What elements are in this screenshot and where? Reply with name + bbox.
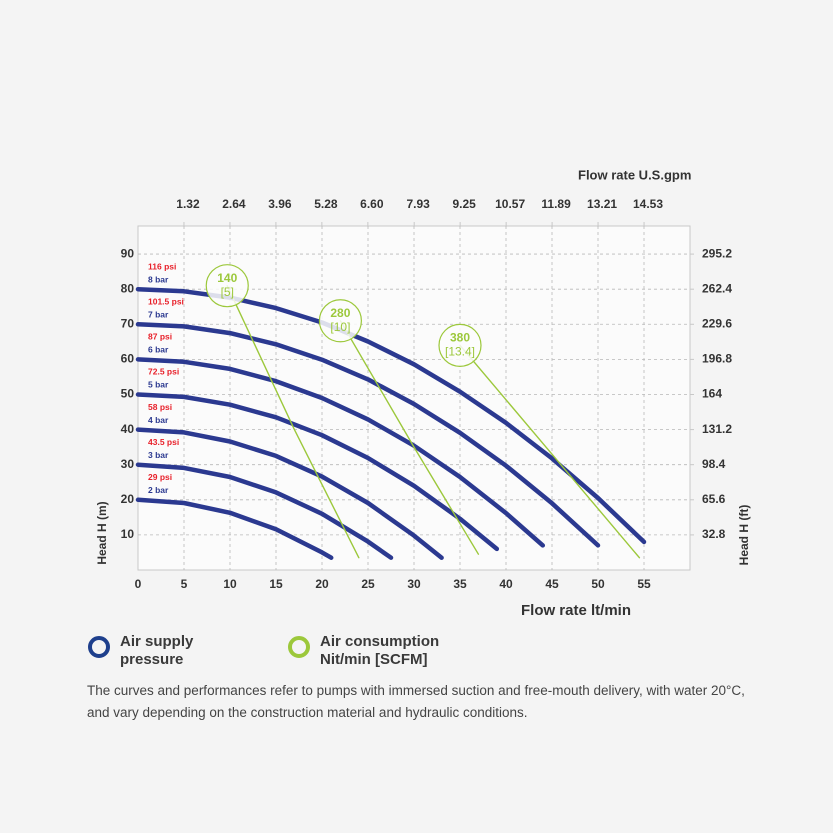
y-axis-title: Head H (m) xyxy=(95,501,109,564)
bar-label: 3 bar xyxy=(148,450,169,460)
y-tick-label: 10 xyxy=(121,527,135,541)
y-tick-label: 80 xyxy=(121,281,135,295)
consumption-badge xyxy=(438,323,482,367)
psi-label: 101.5 psi xyxy=(148,297,184,307)
x-tick-label: 15 xyxy=(269,577,283,591)
y-tick-label: 40 xyxy=(121,422,135,436)
x2-tick-label: 5.28 xyxy=(314,197,338,211)
y-tick-label: 70 xyxy=(121,316,135,330)
legend-item: Air consumption Nit/min [SCFM] xyxy=(288,633,460,669)
x-tick-label: 50 xyxy=(591,577,605,591)
y-tick-label: 50 xyxy=(121,387,135,401)
y2-tick-label: 131.2 xyxy=(702,422,732,436)
x2-tick-label: 13.21 xyxy=(587,197,617,211)
x-tick-label: 45 xyxy=(545,577,559,591)
y-tick-label: 60 xyxy=(121,352,135,366)
legend-swatch xyxy=(288,636,310,658)
x-axis-title: Flow rate lt/min xyxy=(521,602,631,619)
pressure-curve xyxy=(135,497,334,560)
consumption-line xyxy=(459,344,641,559)
y2-tick-label: 164 xyxy=(702,387,722,401)
x2-tick-label: 3.96 xyxy=(268,197,292,211)
x-tick-label: 35 xyxy=(453,577,467,591)
y-tick-label: 90 xyxy=(121,246,135,260)
pressure-curve xyxy=(135,427,444,560)
bar-label: 4 bar xyxy=(148,415,169,425)
y-tick-label: 20 xyxy=(121,492,135,506)
psi-label: 72.5 psi xyxy=(148,367,179,377)
x-tick-label: 0 xyxy=(135,577,142,591)
consumption-label: 140 xyxy=(217,271,237,285)
legend-label: Air consumption Nit/min [SCFM] xyxy=(320,633,440,668)
consumption-label: 280 xyxy=(330,306,350,320)
psi-label: 116 psi xyxy=(148,261,176,271)
x-tick-label: 25 xyxy=(361,577,375,591)
x-tick-label: 30 xyxy=(407,577,421,591)
consumption-sublabel: [13.4] xyxy=(445,345,475,359)
bar-label: 5 bar xyxy=(148,380,169,390)
y2-tick-label: 65.6 xyxy=(702,492,726,506)
bar-label: 2 bar xyxy=(148,485,169,495)
legend-swatch xyxy=(88,636,110,658)
x-tick-label: 40 xyxy=(499,577,513,591)
y2-axis-title: Head H (ft) xyxy=(737,505,751,566)
consumption-sublabel: [10] xyxy=(330,320,350,334)
pressure-curve xyxy=(135,322,601,548)
psi-label: 87 psi xyxy=(148,332,172,342)
x2-tick-label: 7.93 xyxy=(406,197,430,211)
y2-tick-label: 98.4 xyxy=(702,457,726,471)
y2-tick-label: 32.8 xyxy=(702,527,726,541)
consumption-badge xyxy=(318,299,362,343)
y2-tick-label: 295.2 xyxy=(702,246,732,260)
consumption-badge xyxy=(205,264,249,308)
legend-item: Air supply pressure xyxy=(88,633,212,669)
x-tick-label: 55 xyxy=(637,577,651,591)
x-tick-label: 20 xyxy=(315,577,329,591)
psi-label: 58 psi xyxy=(148,402,172,412)
x-tick-label: 10 xyxy=(223,577,237,591)
x-tick-label: 5 xyxy=(181,577,188,591)
y2-tick-label: 229.6 xyxy=(702,316,732,330)
pressure-curve xyxy=(135,392,500,552)
chart: Flow rate U.S.gpm Flow rate lt/min Head … xyxy=(95,167,751,619)
legend-label: Air supply pressure xyxy=(120,633,194,668)
pressure-curve xyxy=(135,462,394,560)
bar-label: 6 bar xyxy=(148,345,169,355)
x2-tick-label: 6.60 xyxy=(360,197,384,211)
x2-tick-label: 11.89 xyxy=(541,197,571,211)
psi-label: 29 psi xyxy=(148,472,172,482)
consumption-sublabel: [5] xyxy=(221,285,234,299)
y2-tick-label: 262.4 xyxy=(702,281,732,295)
y-tick-label: 30 xyxy=(121,457,135,471)
bar-label: 7 bar xyxy=(148,310,169,320)
consumption-label: 380 xyxy=(450,331,470,345)
consumption-line xyxy=(226,285,360,559)
x2-tick-label: 10.57 xyxy=(495,197,525,211)
psi-label: 43.5 psi xyxy=(148,437,179,447)
x2-axis-title: Flow rate U.S.gpm xyxy=(578,167,691,182)
x2-tick-label: 14.53 xyxy=(633,197,663,211)
x2-tick-label: 1.32 xyxy=(176,197,200,211)
pressure-curve xyxy=(135,357,546,548)
y2-tick-label: 196.8 xyxy=(702,352,732,366)
consumption-line xyxy=(339,320,480,555)
x2-tick-label: 2.64 xyxy=(222,197,246,211)
x2-tick-label: 9.25 xyxy=(452,197,476,211)
note: The curves and performances refer to pum… xyxy=(87,683,745,720)
bar-label: 8 bar xyxy=(148,274,169,284)
